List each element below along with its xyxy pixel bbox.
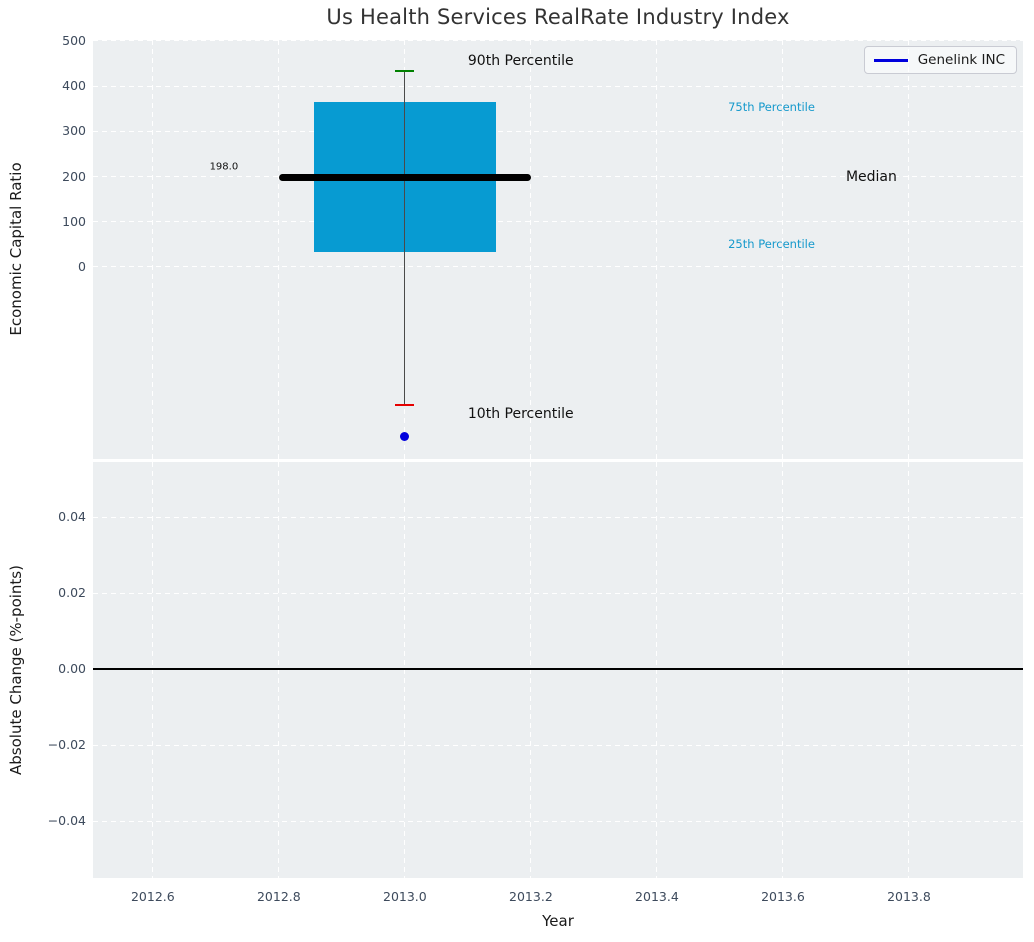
x-tick-label: 2012.8 bbox=[256, 889, 301, 904]
legend-line-swatch bbox=[873, 58, 908, 62]
vertical-gridline bbox=[152, 40, 154, 459]
vertical-gridline bbox=[908, 462, 910, 878]
annotation-75th-percentile: 75th Percentile bbox=[728, 100, 815, 115]
boxplot-median-line bbox=[278, 173, 531, 181]
annotation-198-0: 198.0 bbox=[209, 161, 239, 173]
y-tick-label: 100 bbox=[62, 213, 86, 229]
annotation-25th-percentile: 25th Percentile bbox=[728, 237, 815, 252]
horizontal-gridline bbox=[93, 266, 1023, 268]
y-tick-label: −0.02 bbox=[47, 737, 86, 753]
boxplot-10th-cap bbox=[395, 403, 415, 407]
y-tick-label: −0.04 bbox=[47, 813, 86, 828]
x-axis-label: Year bbox=[542, 912, 574, 930]
y-tick-label: 0.02 bbox=[58, 585, 86, 601]
horizontal-gridline bbox=[93, 40, 1023, 42]
boxplot-whisker-line bbox=[404, 71, 406, 405]
legend: Genelink INC bbox=[863, 46, 1017, 74]
y-tick-label: 500 bbox=[62, 32, 86, 48]
x-tick-label: 2013.2 bbox=[509, 889, 553, 904]
y-tick-label: 300 bbox=[62, 123, 86, 139]
x-tick-label: 2013.6 bbox=[761, 889, 805, 904]
vertical-gridline bbox=[530, 462, 532, 878]
annotation-10th-percentile: 10th Percentile bbox=[467, 405, 574, 422]
bottom-axes bbox=[93, 462, 1023, 878]
y-tick-label: 200 bbox=[62, 168, 86, 184]
y-tick-label: 400 bbox=[62, 78, 86, 94]
y-tick-label: 0.04 bbox=[58, 509, 86, 525]
y-tick-label: 0 bbox=[78, 258, 86, 274]
vertical-gridline bbox=[656, 40, 658, 459]
horizontal-gridline bbox=[93, 820, 1023, 822]
horizontal-gridline bbox=[93, 85, 1023, 87]
vertical-gridline bbox=[278, 462, 280, 878]
x-tick-label: 2012.6 bbox=[130, 889, 175, 904]
vertical-gridline bbox=[152, 462, 154, 878]
x-tick-label: 2013.0 bbox=[383, 889, 427, 904]
vertical-gridline bbox=[782, 462, 784, 878]
horizontal-gridline bbox=[93, 221, 1023, 223]
boxplot-90th-cap bbox=[395, 69, 415, 73]
x-tick-label: 2013.4 bbox=[635, 889, 679, 904]
vertical-gridline bbox=[656, 462, 658, 878]
x-tick-label: 2013.8 bbox=[887, 889, 931, 904]
vertical-gridline bbox=[908, 40, 910, 459]
horizontal-gridline bbox=[93, 592, 1023, 594]
vertical-gridline bbox=[530, 40, 532, 459]
chart-title: Us Health Services RealRate Industry Ind… bbox=[326, 5, 790, 29]
horizontal-gridline bbox=[93, 176, 1023, 177]
legend-label: Genelink INC bbox=[917, 52, 1005, 68]
annotation-median: Median bbox=[845, 168, 897, 185]
vertical-gridline bbox=[278, 40, 280, 459]
vertical-gridline bbox=[782, 40, 784, 459]
horizontal-gridline bbox=[93, 516, 1023, 518]
top-axes: Genelink INC 90th Percentile 10th Percent… bbox=[93, 40, 1023, 459]
horizontal-gridline bbox=[93, 130, 1023, 132]
zero-line bbox=[93, 668, 1023, 670]
y-axis-label-top: Economic Capital Ratio bbox=[7, 162, 25, 336]
annotation-90th-percentile: 90th Percentile bbox=[467, 53, 574, 70]
company-data-point bbox=[400, 432, 410, 442]
y-tick-label: 0.00 bbox=[58, 661, 86, 677]
horizontal-gridline bbox=[93, 744, 1023, 746]
vertical-gridline bbox=[404, 462, 406, 878]
